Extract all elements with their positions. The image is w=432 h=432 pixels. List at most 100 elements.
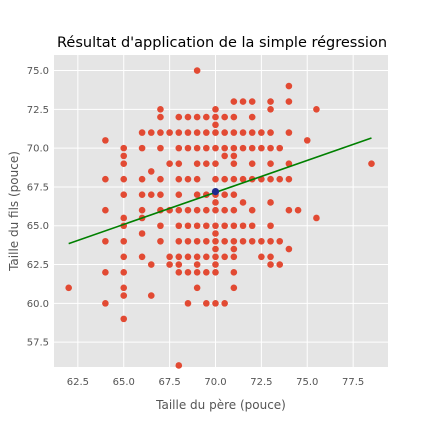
x-tick-labels: 62.5 65.0 67.5 70.0 72.5 75.0 77.5 bbox=[67, 377, 365, 388]
data-point bbox=[120, 237, 128, 245]
data-point bbox=[248, 98, 256, 105]
data-point bbox=[258, 129, 265, 136]
data-point bbox=[285, 245, 293, 253]
data-point bbox=[267, 144, 274, 152]
data-point bbox=[147, 261, 155, 268]
data-point bbox=[120, 253, 128, 261]
data-point bbox=[221, 129, 228, 136]
x-tick-label: 75.0 bbox=[296, 377, 318, 388]
data-point bbox=[276, 175, 284, 183]
data-point bbox=[267, 160, 274, 167]
data-point bbox=[212, 261, 219, 268]
data-point bbox=[239, 129, 247, 136]
data-point bbox=[221, 152, 228, 160]
data-point bbox=[184, 300, 192, 307]
data-point bbox=[248, 113, 256, 121]
data-point bbox=[212, 300, 219, 307]
data-point bbox=[313, 106, 320, 113]
data-point bbox=[157, 106, 164, 113]
data-point bbox=[212, 237, 219, 245]
x-axis-label: Taille du père (pouce) bbox=[155, 398, 286, 412]
data-point bbox=[248, 222, 256, 230]
plot-area bbox=[54, 55, 388, 367]
data-point bbox=[193, 175, 201, 183]
data-point bbox=[120, 292, 128, 299]
data-point bbox=[230, 175, 238, 183]
data-point bbox=[230, 253, 238, 261]
data-point bbox=[193, 160, 201, 167]
data-point bbox=[239, 175, 247, 183]
data-point bbox=[120, 284, 128, 292]
y-tick-label: 70.0 bbox=[27, 144, 49, 155]
data-point bbox=[248, 206, 256, 214]
y-tick-label: 72.5 bbox=[27, 105, 49, 116]
data-point bbox=[267, 253, 274, 261]
data-point bbox=[203, 144, 210, 152]
data-point bbox=[212, 269, 219, 276]
data-point bbox=[258, 253, 265, 261]
data-point bbox=[157, 237, 164, 245]
y-tick-label: 75.0 bbox=[27, 66, 49, 77]
data-point bbox=[175, 191, 183, 199]
x-tick-label: 67.5 bbox=[158, 377, 180, 388]
data-point bbox=[138, 191, 146, 199]
data-point bbox=[230, 98, 238, 105]
data-point bbox=[193, 206, 201, 214]
data-point bbox=[203, 253, 210, 261]
data-point bbox=[175, 362, 183, 369]
data-point bbox=[368, 160, 375, 167]
data-point bbox=[166, 129, 173, 136]
data-point bbox=[203, 269, 210, 276]
data-point bbox=[212, 245, 219, 253]
x-tick-label: 70.0 bbox=[204, 377, 226, 388]
data-point bbox=[175, 129, 183, 136]
data-point bbox=[230, 222, 238, 230]
data-point bbox=[166, 261, 173, 268]
y-axis-label: Taille du fils (pouce) bbox=[7, 151, 21, 272]
data-point bbox=[248, 160, 256, 167]
data-point bbox=[184, 144, 192, 152]
data-point bbox=[120, 315, 128, 323]
data-point bbox=[184, 237, 192, 245]
data-point bbox=[175, 160, 183, 167]
data-point bbox=[230, 113, 238, 121]
data-point bbox=[184, 113, 192, 121]
data-point bbox=[102, 237, 109, 245]
x-tick-label: 77.5 bbox=[342, 377, 364, 388]
data-point bbox=[212, 175, 219, 183]
data-point bbox=[267, 106, 274, 113]
data-point bbox=[203, 300, 210, 307]
data-point bbox=[248, 129, 256, 136]
data-point bbox=[212, 253, 219, 261]
data-point bbox=[203, 222, 210, 230]
data-point bbox=[138, 129, 146, 136]
y-tick-labels: 57.5 60.0 62.5 65.0 67.5 70.0 72.5 75.0 bbox=[27, 66, 49, 349]
data-point bbox=[230, 191, 238, 199]
data-point bbox=[193, 284, 201, 292]
data-point bbox=[230, 152, 238, 160]
data-point bbox=[258, 144, 265, 152]
data-point bbox=[193, 67, 201, 74]
data-point bbox=[221, 191, 228, 199]
data-point bbox=[147, 168, 155, 175]
data-point bbox=[313, 214, 320, 222]
data-point bbox=[147, 292, 155, 299]
data-point bbox=[120, 269, 128, 276]
data-point bbox=[65, 284, 72, 292]
data-point bbox=[248, 144, 256, 152]
data-point bbox=[230, 269, 238, 276]
data-point bbox=[184, 222, 192, 230]
data-point bbox=[138, 175, 146, 183]
data-point bbox=[212, 106, 219, 113]
data-point bbox=[193, 222, 201, 230]
data-point bbox=[285, 98, 293, 105]
data-point bbox=[175, 206, 183, 214]
scatter-points bbox=[65, 67, 375, 369]
chart-title: Résultat d'application de la simple régr… bbox=[57, 35, 387, 51]
data-point bbox=[267, 222, 274, 230]
data-point bbox=[221, 300, 228, 307]
data-point bbox=[157, 191, 164, 199]
data-point bbox=[166, 253, 173, 261]
data-point bbox=[120, 175, 128, 183]
data-point bbox=[285, 82, 293, 90]
